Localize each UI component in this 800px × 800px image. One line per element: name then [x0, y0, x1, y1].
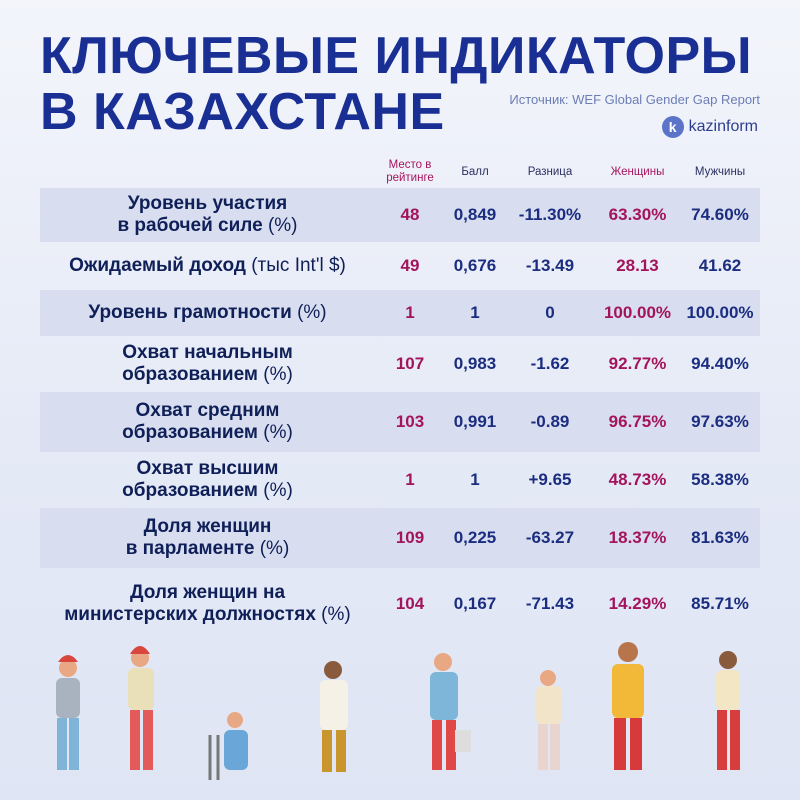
cell: 48 [400, 205, 420, 224]
cell: 1 [470, 470, 480, 489]
cell: 41.62 [698, 256, 742, 275]
label-line: в парламенте [125, 538, 255, 559]
table-body: Уровень участия в рабочей силе (%) 48 0,849… [40, 188, 760, 640]
cell: +9.65 [528, 470, 572, 489]
cell: -0.89 [530, 412, 570, 431]
label-line: Охват средним [135, 400, 280, 421]
unit: (%) [297, 302, 327, 323]
table-row: Охват начальным образованием (%) 107 0,983 -… [40, 336, 760, 392]
cell: 85.71% [691, 594, 749, 613]
cell: 49 [400, 256, 420, 275]
logo-text: kazinform [688, 118, 758, 135]
cell: 100.00% [686, 303, 754, 322]
title-line: КЛЮЧЕВЫЕ ИНДИКАТОРЫ [40, 27, 753, 85]
cell: 48.73% [608, 470, 667, 489]
cell: -71.43 [525, 594, 575, 613]
logo-icon: k [661, 116, 684, 138]
cell: 92.77% [608, 354, 667, 373]
unit: (%) [263, 364, 293, 385]
label-line: в рабочей силе [117, 215, 263, 236]
person [56, 642, 740, 780]
row-label: Уровень участия в рабочей силе (%) [40, 189, 375, 241]
cell: 1 [405, 470, 415, 489]
table-row: Ожидаемый доход (тыс Int'l $) 49 0,676 -13.… [40, 242, 760, 290]
unit: (%) [267, 215, 298, 236]
row-label: Охват средним образованием (%) [40, 396, 375, 448]
cell: 81.63% [691, 528, 749, 547]
logo: k kazinform [661, 116, 758, 138]
column-header: Балл [461, 165, 489, 178]
cell: -13.49 [525, 256, 575, 275]
row-label: Доля женщин в парламенте (%) [40, 512, 375, 564]
table-row: Уровень участия в рабочей силе (%) 48 0,849… [40, 188, 760, 242]
label-line: Доля женщин на [129, 582, 286, 603]
unit: (%) [259, 538, 290, 559]
cell: 0,983 [453, 354, 497, 373]
label-line: образованием [122, 422, 258, 443]
illustration [56, 642, 740, 780]
cell: 0,225 [453, 528, 497, 547]
cell: 107 [395, 354, 425, 373]
cell: 1 [470, 303, 480, 322]
cell: -1.62 [530, 354, 570, 373]
cell: 28.13 [616, 256, 659, 275]
row-label: Уровень грамотности (%) [40, 298, 375, 328]
cell: 0 [545, 303, 555, 322]
row-label: Охват начальным образованием (%) [40, 338, 375, 390]
cell: 0,849 [453, 205, 497, 224]
cell: 109 [395, 528, 425, 547]
label-line: образованием [122, 364, 258, 385]
table-row: Доля женщин на министерских должностях (%… [40, 568, 760, 640]
cell: 74.60% [691, 205, 749, 224]
cell: 96.75% [608, 412, 667, 431]
table-row: Уровень грамотности (%) 1 1 0 100.00% 100.00% [40, 290, 760, 336]
cell: -11.30% [518, 205, 582, 224]
label-line: министерских должностях [64, 604, 316, 625]
cell: 0,991 [453, 412, 497, 431]
table-row: Доля женщин в парламенте (%) 109 0,225 -63.2… [40, 508, 760, 568]
label-line: Ожидаемый доход [69, 255, 246, 276]
row-label: Доля женщин на министерских должностях (%… [40, 578, 375, 630]
unit: (%) [263, 480, 293, 501]
cell: 97.63% [691, 412, 749, 431]
table-row: Охват средним образованием (%) 103 0,991 -0.… [40, 392, 760, 452]
row-label: Ожидаемый доход (тыс Int'l $) [40, 251, 375, 281]
cell: 63.30% [608, 205, 667, 224]
cell: 94.40% [691, 354, 749, 373]
table-row: Охват высшим образованием (%) 1 1 +9.65 48.73… [40, 452, 760, 508]
table: Место в рейтинге Балл Разница Женщины Мужчин… [40, 156, 760, 640]
label-line: Охват начальным [122, 342, 293, 363]
title-line: В КАЗАХСТАНЕ [40, 83, 445, 141]
label-line: Уровень грамотности [88, 302, 292, 323]
unit: (%) [321, 604, 351, 625]
label-line: Уровень участия [127, 193, 288, 214]
cell: 103 [395, 412, 425, 431]
cell: 104 [395, 594, 425, 613]
cell: -63.27 [525, 528, 575, 547]
cell: 1 [405, 303, 415, 322]
row-label: Охват высшим образованием (%) [40, 454, 375, 506]
cell: 58.38% [691, 470, 749, 489]
column-header: Разница [527, 165, 573, 178]
column-header: Женщины [610, 165, 665, 178]
cell: 0,676 [453, 256, 497, 275]
label-line: Доля женщин [143, 516, 272, 537]
table-header: Место в рейтинге Балл Разница Женщины Мужчин… [40, 156, 760, 188]
title: КЛЮЧЕВЫЕ ИНДИКАТОРЫ В КАЗАХСТАНЕ [40, 28, 752, 140]
source: Источник: WEF Global Gender Gap Report [509, 92, 760, 107]
label-line: Охват высшим [136, 458, 279, 479]
column-header: Мужчины [694, 165, 746, 178]
label-line: образованием [122, 480, 258, 501]
unit: (тыс Int'l $) [251, 255, 346, 276]
cell: 14.29% [608, 594, 667, 613]
column-header: Место в рейтинге [386, 159, 434, 184]
unit: (%) [263, 422, 293, 443]
cell: 0,167 [453, 594, 497, 613]
cell: 18.37% [608, 528, 667, 547]
cell: 100.00% [603, 303, 672, 322]
